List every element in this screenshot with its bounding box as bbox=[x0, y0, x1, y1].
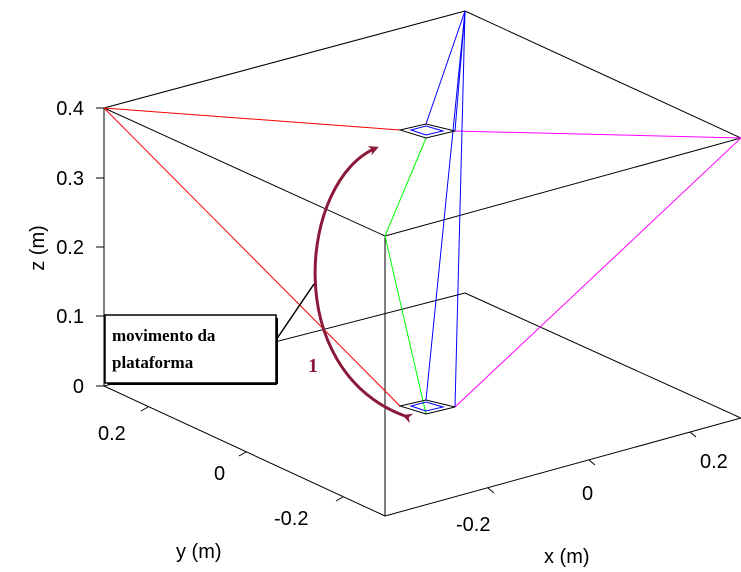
box-floor-back-right-edge bbox=[464, 292, 741, 419]
green-cable-lower bbox=[384, 235, 427, 415]
x-axis-label: x (m) bbox=[544, 546, 590, 568]
motion-arrow bbox=[313, 146, 414, 424]
annotation-leader-line bbox=[275, 283, 315, 341]
red-cable-lower bbox=[103, 107, 401, 407]
z-tick-label: 0.3 bbox=[56, 168, 84, 190]
platform-lower-inner bbox=[409, 401, 445, 412]
magenta-cable-lower bbox=[454, 137, 741, 408]
z-tick-label: 0.1 bbox=[56, 306, 84, 328]
box-top-back-right-edge bbox=[464, 10, 741, 139]
platform-upper bbox=[398, 123, 456, 139]
magenta-cable-upper bbox=[454, 130, 741, 139]
y-tick-label: 0.2 bbox=[98, 423, 126, 445]
z-axis-label: z (m) bbox=[27, 225, 49, 271]
green-cable-upper bbox=[384, 137, 427, 237]
platform-lower bbox=[398, 399, 456, 415]
x-tick-mark bbox=[487, 487, 495, 494]
y-tick-mark bbox=[238, 451, 247, 457]
box-bottom-left-edge bbox=[103, 385, 386, 517]
x-tick-label: 0 bbox=[582, 483, 593, 505]
red-cable-upper bbox=[103, 107, 401, 131]
annotation-line-2: plataforma bbox=[112, 353, 194, 372]
x-tick-label: 0.2 bbox=[700, 451, 728, 473]
x-tick-mark bbox=[689, 431, 697, 438]
platform-lower-outline bbox=[398, 399, 456, 415]
y-tick-label: 0 bbox=[214, 463, 225, 485]
y-tick-mark bbox=[335, 496, 344, 502]
box-top-back-left-edge bbox=[103, 10, 466, 109]
x-tick-mark bbox=[588, 459, 596, 466]
bounding-box bbox=[103, 10, 741, 517]
y-axis-label: y (m) bbox=[176, 541, 222, 563]
annotation-box bbox=[104, 314, 277, 384]
blue-cable-lower-left bbox=[425, 10, 466, 401]
cables-magenta bbox=[454, 130, 741, 408]
y-tick-mark bbox=[140, 406, 149, 412]
tick-marks bbox=[96, 107, 697, 502]
y-tick-label: -0.2 bbox=[274, 508, 308, 530]
cables-red bbox=[103, 107, 401, 407]
motion-arrow-path bbox=[313, 146, 414, 424]
box-top-front-left-edge bbox=[103, 107, 386, 237]
cables-green bbox=[384, 137, 427, 415]
blue-cable-lower-right bbox=[454, 10, 466, 408]
motion-step-number: 1 bbox=[308, 355, 318, 377]
z-tick-label: 0.4 bbox=[56, 98, 84, 120]
annotation-line-1: movimento da bbox=[112, 326, 216, 345]
platform-upper-outline bbox=[398, 123, 456, 139]
cables-blue bbox=[425, 10, 466, 408]
platform-upper-inner bbox=[409, 125, 445, 136]
blue-cable-upper-left bbox=[425, 10, 466, 125]
z-tick-label: 0 bbox=[73, 376, 84, 398]
box-bottom-right-edge bbox=[384, 417, 741, 517]
z-tick-label: 0.2 bbox=[56, 237, 84, 259]
box-top-front-right-edge bbox=[384, 137, 741, 237]
x-tick-label: -0.2 bbox=[456, 514, 490, 536]
